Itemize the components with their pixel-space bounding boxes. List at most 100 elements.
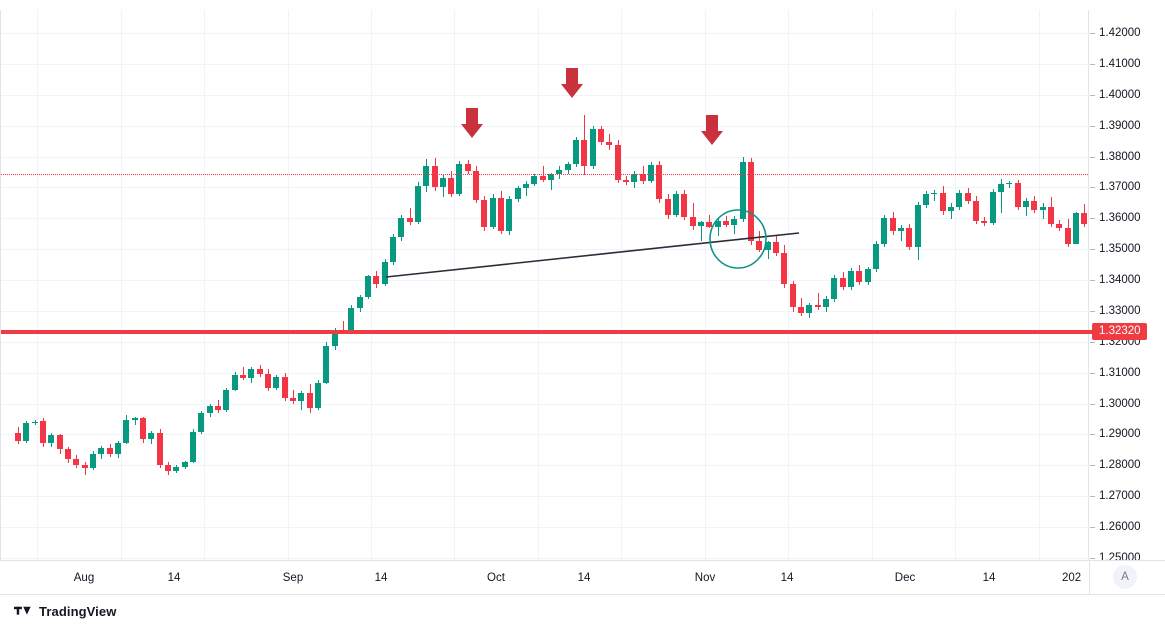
candle-body <box>890 217 896 232</box>
candle-body <box>148 432 154 440</box>
price-tick-dash <box>1090 373 1095 374</box>
candle-body <box>581 140 587 167</box>
user-avatar-badge[interactable]: A <box>1113 565 1137 589</box>
tradingview-logo[interactable]: TradingView <box>14 604 116 619</box>
candle-body <box>956 192 962 207</box>
candle-body <box>940 192 946 211</box>
candle-body <box>656 165 662 200</box>
candle-body <box>48 435 54 444</box>
price-tick-dash <box>1090 187 1095 188</box>
price-tick-label: 1.38000 <box>1099 150 1141 163</box>
candle-wick <box>1043 203 1044 219</box>
price-tick-dash <box>1090 157 1095 158</box>
candle-body <box>1023 201 1029 207</box>
grid-line-horizontal <box>1 465 1088 466</box>
candle-body <box>265 374 271 388</box>
time-tick-label: Oct <box>487 572 505 584</box>
price-tick-label: 1.33000 <box>1099 304 1141 317</box>
candle-body <box>606 141 612 145</box>
price-tick-label: 1.30000 <box>1099 397 1141 410</box>
grid-line-vertical <box>204 10 205 560</box>
grid-line-vertical <box>705 10 706 560</box>
tradingview-wordmark: TradingView <box>39 604 117 619</box>
candle-body <box>965 192 971 202</box>
candle-body <box>690 216 696 226</box>
candle-body <box>981 220 987 223</box>
price-tick-label: 1.40000 <box>1099 88 1141 101</box>
candle-body <box>1065 228 1071 244</box>
price-tick-dash <box>1090 527 1095 528</box>
candle-body <box>665 199 671 215</box>
candle-wick <box>1001 178 1002 213</box>
candle-wick <box>293 389 294 405</box>
candle-wick <box>410 208 411 226</box>
candle-body <box>706 222 712 227</box>
candle-body <box>198 413 204 432</box>
current-price-badge[interactable]: 1.32320 <box>1086 323 1147 341</box>
candle-body <box>415 185 421 222</box>
price-tick-label: 1.28000 <box>1099 459 1141 472</box>
candle-body <box>765 242 771 250</box>
candle-body <box>332 330 338 346</box>
candle-body <box>715 220 721 227</box>
price-tick-dash <box>1090 249 1095 250</box>
price-tick-dash <box>1090 64 1095 65</box>
chart-pane[interactable] <box>0 10 1089 560</box>
grid-line-vertical <box>37 10 38 560</box>
candle-body <box>615 144 621 180</box>
candle-body <box>781 252 787 284</box>
grid-line-horizontal <box>1 311 1088 312</box>
grid-line-horizontal <box>1 33 1088 34</box>
candle-body <box>123 419 129 444</box>
candle-body <box>373 276 379 284</box>
grid-line-vertical <box>538 10 539 560</box>
time-tick-label: 202 <box>1062 572 1082 584</box>
arrow-1-icon[interactable] <box>461 108 483 138</box>
candle-wick <box>693 203 694 231</box>
candle-body <box>698 222 704 226</box>
candle-body <box>440 177 446 187</box>
candle-body <box>840 277 846 287</box>
candle-body <box>731 218 737 226</box>
candle-body <box>257 369 263 375</box>
price-tick-label: 1.42000 <box>1099 27 1141 39</box>
candle-body <box>856 271 862 282</box>
price-tick-label: 1.29000 <box>1099 428 1141 441</box>
candle-body <box>1015 182 1021 207</box>
time-axis[interactable]: Aug 14 Sep 14 Oct 14 Nov 14 Dec 14 202 <box>0 560 1165 595</box>
candle-body <box>82 465 88 468</box>
price-tick-label: 1.41000 <box>1099 57 1141 70</box>
candle-body <box>215 406 221 411</box>
candle-body <box>990 192 996 223</box>
chart-footer: TradingView <box>0 594 1165 630</box>
grid-line-horizontal <box>1 434 1088 435</box>
dotted-resistance-line[interactable] <box>1 173 1088 175</box>
price-axis[interactable]: 1.42000 1.41000 1.40000 1.39000 1.38000 1.370… <box>1086 10 1165 564</box>
candle-body <box>1040 206 1046 210</box>
candle-body <box>498 198 504 232</box>
candle-body <box>531 175 537 184</box>
arrow-3-icon[interactable] <box>701 115 723 145</box>
candle-body <box>640 173 646 181</box>
candle-body <box>73 459 79 466</box>
candle-body <box>573 140 579 165</box>
candle-body <box>590 129 596 167</box>
horizontal-support-line[interactable] <box>1 329 1088 334</box>
chart-grid <box>1 10 1088 560</box>
candle-body <box>140 418 146 440</box>
price-tick-dash <box>1090 126 1095 127</box>
price-tick-dash <box>1090 496 1095 497</box>
candle-body <box>906 228 912 247</box>
arrow-2-icon[interactable] <box>561 68 583 98</box>
grid-line-vertical <box>621 10 622 560</box>
candle-body <box>515 188 521 200</box>
candle-body <box>473 171 479 201</box>
candle-body <box>390 237 396 263</box>
candle-wick <box>901 225 902 241</box>
grid-line-vertical <box>371 10 372 560</box>
price-tick-label: 1.39000 <box>1099 119 1141 132</box>
grid-line-horizontal <box>1 404 1088 405</box>
candle-wick <box>551 172 552 190</box>
candle-body <box>723 220 729 226</box>
time-tick-label: 14 <box>577 572 591 584</box>
